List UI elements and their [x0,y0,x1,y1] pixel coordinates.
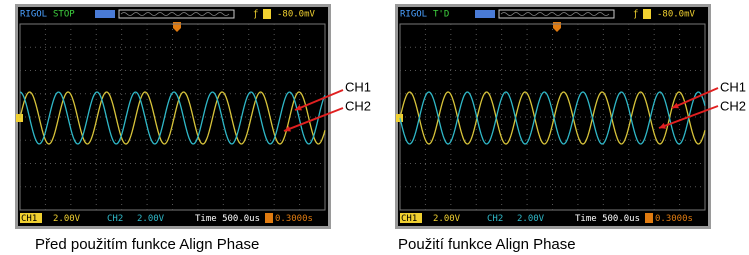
brand: RIGOL [400,10,427,20]
ch1-label: CH1 [21,214,37,224]
run-status: STOP [53,10,75,20]
ch2-scale: 2.00V [137,214,165,224]
trigger-offset: 0.3000s [275,214,313,224]
trigger-icon: ƒ [253,10,258,20]
timebase: Time 500.0us [575,214,640,224]
callout-label: CH2 [720,98,746,113]
oscilloscope-screen: RIGOL T'D ƒ -80.0mV CH1 2.00V CH2 2.00V Time 500… [395,4,711,229]
ch2-scale: 2.00V [517,214,545,224]
memory-icon [475,10,495,18]
trigger-source [263,9,271,19]
memory-icon [95,10,115,18]
ch2-label: CH2 [487,214,503,224]
callout-label: CH2 [345,98,371,113]
timebase: Time 500.0us [195,214,260,224]
trigger-offset-badge [265,213,273,223]
run-status: T'D [433,10,449,20]
caption: Použití funkce Align Phase [398,236,576,253]
channel-marker [16,114,23,122]
caption: Před použitím funkce Align Phase [35,236,259,253]
trigger-offset: 0.3000s [655,214,693,224]
trigger-icon: ƒ [633,10,638,20]
figure: RIGOL STOP ƒ -80.0mV CH1 2.00V CH2 2.00V Time 50… [0,0,749,255]
ch1-label: CH1 [401,214,417,224]
brand: RIGOL [20,10,47,20]
trigger-level: -80.0mV [657,10,696,20]
oscilloscope-screen: RIGOL STOP ƒ -80.0mV CH1 2.00V CH2 2.00V Time 50… [15,4,331,229]
callout-label: CH1 [345,79,371,94]
ch1-scale: 2.00V [53,214,81,224]
channel-marker [396,114,403,122]
ch2-label: CH2 [107,214,123,224]
ch1-scale: 2.00V [433,214,461,224]
trigger-source [643,9,651,19]
trigger-level: -80.0mV [277,10,316,20]
callout-label: CH1 [720,79,746,94]
trigger-offset-badge [645,213,653,223]
